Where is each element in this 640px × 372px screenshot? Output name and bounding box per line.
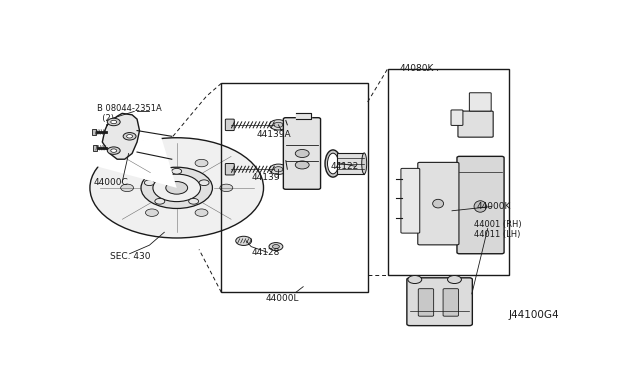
Ellipse shape [325, 150, 341, 177]
Bar [337, 153, 364, 174]
Text: 44000K: 44000K [477, 202, 511, 211]
Ellipse shape [362, 153, 367, 174]
Ellipse shape [474, 201, 486, 212]
Circle shape [295, 161, 309, 169]
Circle shape [121, 184, 134, 192]
Circle shape [274, 122, 283, 128]
Text: 44000L: 44000L [266, 294, 300, 303]
Circle shape [141, 167, 212, 208]
FancyBboxPatch shape [451, 110, 463, 125]
Circle shape [145, 159, 158, 167]
FancyBboxPatch shape [419, 289, 434, 316]
Circle shape [273, 244, 280, 248]
Circle shape [195, 209, 208, 217]
Circle shape [108, 147, 120, 154]
Circle shape [90, 138, 264, 238]
Circle shape [153, 174, 200, 202]
Circle shape [447, 276, 461, 283]
Circle shape [220, 184, 233, 192]
FancyBboxPatch shape [458, 111, 493, 137]
Bar [388, 69, 509, 275]
Circle shape [189, 198, 198, 204]
Text: 44080K: 44080K [400, 64, 435, 74]
Circle shape [195, 159, 208, 167]
FancyBboxPatch shape [457, 156, 504, 254]
FancyBboxPatch shape [469, 93, 491, 111]
Text: 44139A: 44139A [256, 130, 291, 140]
Circle shape [145, 180, 154, 186]
Circle shape [199, 180, 209, 186]
Circle shape [108, 118, 120, 126]
Circle shape [145, 209, 158, 217]
Text: J44100G4: J44100G4 [509, 310, 559, 320]
FancyBboxPatch shape [225, 119, 234, 131]
Circle shape [127, 135, 132, 138]
Text: 44001 (RH)
44011 (LH): 44001 (RH) 44011 (LH) [474, 220, 522, 239]
Circle shape [111, 149, 116, 153]
Wedge shape [96, 137, 177, 188]
Circle shape [236, 236, 252, 246]
FancyBboxPatch shape [418, 162, 459, 245]
FancyBboxPatch shape [443, 289, 458, 316]
FancyBboxPatch shape [225, 164, 234, 175]
Circle shape [269, 120, 287, 130]
Polygon shape [102, 113, 140, 159]
Bar [221, 83, 367, 292]
Ellipse shape [433, 199, 444, 208]
Circle shape [123, 132, 136, 140]
Polygon shape [296, 113, 310, 119]
Circle shape [269, 243, 283, 251]
Ellipse shape [328, 153, 339, 174]
Text: B 08044-2351A
  (2): B 08044-2351A (2) [97, 104, 162, 123]
Circle shape [111, 120, 116, 124]
Text: 44139: 44139 [251, 173, 280, 182]
Circle shape [166, 182, 188, 194]
FancyBboxPatch shape [407, 278, 472, 326]
FancyBboxPatch shape [284, 118, 321, 189]
Text: SEC. 430: SEC. 430 [110, 252, 150, 261]
FancyBboxPatch shape [401, 169, 420, 233]
Circle shape [274, 167, 283, 172]
Text: 44000C: 44000C [94, 178, 129, 187]
Circle shape [408, 276, 422, 283]
Circle shape [172, 169, 182, 174]
Bar [92, 129, 97, 135]
Circle shape [295, 150, 309, 157]
Text: 44128: 44128 [251, 248, 280, 257]
Circle shape [269, 164, 287, 174]
Text: 44122: 44122 [330, 162, 359, 171]
Circle shape [155, 198, 164, 204]
Bar [93, 145, 97, 151]
